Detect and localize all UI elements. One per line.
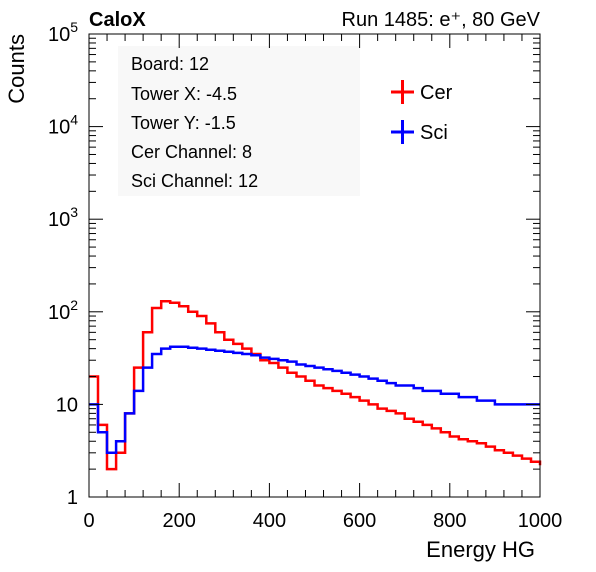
x-axis-title: Energy HG xyxy=(426,537,535,562)
y-tick-label: 104 xyxy=(48,112,78,139)
plot-frame xyxy=(88,33,541,498)
y-axis-title: Counts xyxy=(4,34,29,104)
series-cer-line xyxy=(89,299,542,471)
experiment-label: CaloX xyxy=(89,9,146,31)
x-tick-label: 0 xyxy=(83,510,94,532)
info-box: Board: 12 Tower X: -4.5 Tower Y: -1.5 Ce… xyxy=(131,54,258,191)
info-cer-channel: Cer Channel: 8 xyxy=(131,142,252,162)
info-tower-y: Tower Y: -1.5 xyxy=(131,113,236,133)
y-tick-label: 1 xyxy=(67,487,78,509)
axis-ticks xyxy=(88,33,541,498)
y-tick-label: 10 xyxy=(56,394,78,416)
x-tick-label: 800 xyxy=(433,510,466,532)
legend-label-cer: Cer xyxy=(420,82,453,104)
x-tick-label: 1000 xyxy=(518,510,563,532)
y-tick-label: 102 xyxy=(48,297,78,324)
series-sci-line xyxy=(89,345,540,455)
x-tick-label: 600 xyxy=(343,510,376,532)
legend: Cer Sci xyxy=(391,80,453,144)
legend-marker-cer xyxy=(391,80,414,104)
y-tick-labels: 1 10 102 103 104 105 xyxy=(48,19,78,509)
info-box-background xyxy=(118,46,360,196)
info-sci-channel: Sci Channel: 12 xyxy=(131,171,258,191)
x-tick-label: 400 xyxy=(253,510,286,532)
data-series-layer xyxy=(89,299,542,471)
info-tower-x: Tower X: -4.5 xyxy=(131,84,237,104)
info-board: Board: 12 xyxy=(131,54,209,74)
x-tick-label: 200 xyxy=(163,510,196,532)
run-info: Run 1485: e⁺, 80 GeV xyxy=(342,9,541,31)
x-tick-labels: 0 200 400 600 800 1000 xyxy=(83,510,562,532)
y-tick-label: 105 xyxy=(48,19,78,46)
legend-marker-sci xyxy=(391,120,414,144)
y-tick-label: 103 xyxy=(48,204,78,231)
legend-label-sci: Sci xyxy=(420,122,448,144)
